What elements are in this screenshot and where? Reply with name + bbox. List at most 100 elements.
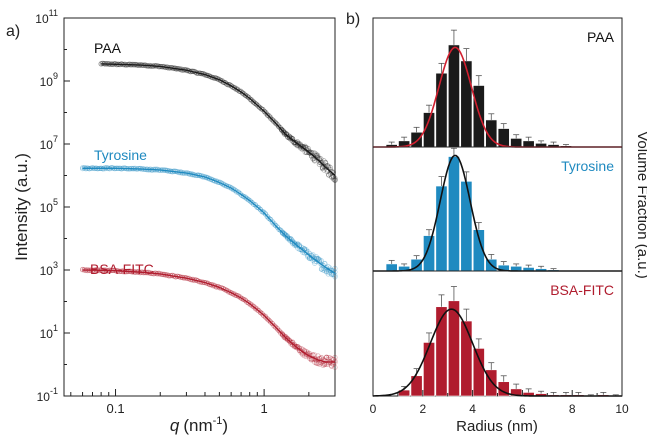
saxs-point-bsa-fitc: [332, 364, 338, 370]
saxs-point-paa: [280, 128, 286, 135]
saxs-point-paa: [321, 158, 327, 164]
saxs-fit-bsa-fitc: [82, 269, 335, 363]
saxs-point-paa: [327, 164, 333, 170]
saxs-point-paa: [264, 112, 271, 118]
saxs-point-tyrosine: [244, 196, 250, 202]
saxs-point-paa: [318, 160, 324, 166]
size-x-tick-label: 10: [615, 402, 629, 416]
saxs-point-bsa-fitc: [240, 296, 247, 302]
saxs-point-paa: [321, 164, 327, 170]
saxs-point-bsa-fitc: [308, 357, 314, 363]
saxs-point-bsa-fitc: [325, 360, 331, 366]
saxs-point-paa: [282, 131, 288, 138]
size-label-bsa-fitc: BSA-FITC: [550, 282, 614, 298]
saxs-point-tyrosine: [327, 267, 333, 273]
saxs-point-paa: [307, 150, 313, 156]
saxs-point-paa: [280, 128, 286, 134]
saxs-point-tyrosine: [318, 266, 325, 272]
saxs-point-bsa-fitc: [298, 348, 304, 354]
saxs-point-tyrosine: [251, 201, 257, 207]
saxs-point-tyrosine: [266, 215, 272, 221]
saxs-point-paa: [321, 163, 327, 169]
saxs-point-tyrosine: [320, 267, 326, 273]
saxs-point-tyrosine: [300, 248, 306, 254]
saxs-point-paa: [312, 157, 318, 163]
size-bar-tyrosine: [423, 235, 435, 272]
saxs-point-paa: [249, 98, 255, 104]
saxs-point-tyrosine: [237, 190, 243, 197]
saxs-point-paa: [319, 164, 325, 171]
saxs-point-paa: [293, 140, 299, 146]
saxs-point-paa: [279, 127, 285, 133]
saxs-point-bsa-fitc: [264, 315, 270, 322]
saxs-point-paa: [221, 79, 227, 85]
saxs-point-tyrosine: [322, 268, 328, 274]
saxs-point-paa: [272, 120, 278, 126]
saxs-point-bsa-fitc: [235, 293, 241, 299]
saxs-point-bsa-fitc: [279, 332, 286, 338]
saxs-point-bsa-fitc: [239, 295, 245, 302]
saxs-point-paa: [246, 94, 252, 100]
saxs-point-paa: [252, 100, 258, 106]
saxs-point-tyrosine: [262, 211, 269, 217]
saxs-point-paa: [302, 143, 308, 149]
saxs-point-tyrosine: [320, 263, 326, 269]
saxs-point-paa: [332, 177, 338, 183]
saxs-point-tyrosine: [285, 234, 291, 240]
saxs-point-bsa-fitc: [266, 317, 272, 323]
saxs-point-tyrosine: [318, 262, 325, 268]
saxs-point-paa: [277, 124, 283, 131]
saxs-point-bsa-fitc: [290, 341, 296, 348]
saxs-point-paa: [323, 159, 329, 165]
saxs-point-paa: [279, 127, 285, 133]
saxs-point-paa: [312, 158, 318, 164]
saxs-point-bsa-fitc: [279, 332, 286, 338]
saxs-point-tyrosine: [281, 231, 287, 237]
saxs-point-bsa-fitc: [327, 355, 333, 361]
saxs-point-paa: [266, 113, 272, 119]
saxs-point-bsa-fitc: [320, 362, 326, 368]
saxs-point-paa: [297, 143, 304, 149]
size-subpanel-bsa-fitc: BSA-FITC: [372, 270, 623, 397]
saxs-point-paa: [242, 92, 249, 98]
saxs-point-bsa-fitc: [317, 361, 323, 367]
saxs-point-paa: [228, 83, 234, 89]
saxs-point-tyrosine: [268, 216, 274, 223]
saxs-point-tyrosine: [240, 193, 247, 199]
saxs-point-paa: [288, 135, 294, 141]
saxs-point-paa: [305, 149, 311, 155]
saxs-point-bsa-fitc: [315, 360, 321, 366]
saxs-point-bsa-fitc: [291, 342, 297, 348]
saxs-point-bsa-fitc: [271, 323, 277, 329]
saxs-point-paa: [250, 99, 256, 105]
saxs-point-tyrosine: [247, 198, 253, 204]
saxs-point-paa: [326, 172, 332, 178]
panel-label-a: a): [6, 23, 20, 40]
saxs-point-bsa-fitc: [286, 337, 292, 344]
size-bar-paa: [460, 60, 473, 148]
saxs-point-paa: [268, 114, 274, 120]
saxs-point-paa: [288, 135, 294, 141]
saxs-point-bsa-fitc: [242, 297, 248, 303]
saxs-point-bsa-fitc: [283, 336, 289, 342]
saxs-x-axis-label: q (nm-1): [170, 415, 228, 435]
saxs-point-tyrosine: [286, 235, 292, 241]
saxs-point-bsa-fitc: [313, 360, 319, 366]
panel-label-b: b): [346, 11, 360, 28]
saxs-point-tyrosine: [208, 176, 214, 182]
saxs-point-paa: [244, 93, 250, 99]
size-x-axis-label: Radius (nm): [456, 418, 538, 435]
saxs-point-tyrosine: [279, 230, 286, 236]
saxs-point-bsa-fitc: [279, 331, 286, 337]
saxs-point-tyrosine: [298, 246, 304, 252]
saxs-fit-tyrosine: [82, 167, 336, 274]
saxs-point-bsa-fitc: [296, 346, 302, 352]
saxs-point-bsa-fitc: [246, 300, 252, 306]
saxs-point-paa: [329, 169, 335, 175]
saxs-y-tick-exponent: -1: [50, 386, 58, 396]
saxs-point-tyrosine: [252, 202, 258, 208]
saxs-point-tyrosine: [312, 260, 318, 266]
saxs-point-tyrosine: [283, 232, 289, 238]
saxs-point-tyrosine: [247, 198, 253, 204]
saxs-point-paa: [233, 86, 239, 92]
